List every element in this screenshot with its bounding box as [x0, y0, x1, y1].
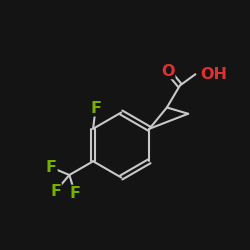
Text: F: F	[50, 184, 61, 199]
Text: F: F	[46, 160, 57, 175]
Text: F: F	[90, 101, 101, 116]
Text: O: O	[161, 64, 175, 78]
Text: OH: OH	[200, 67, 227, 82]
Text: F: F	[69, 186, 80, 200]
